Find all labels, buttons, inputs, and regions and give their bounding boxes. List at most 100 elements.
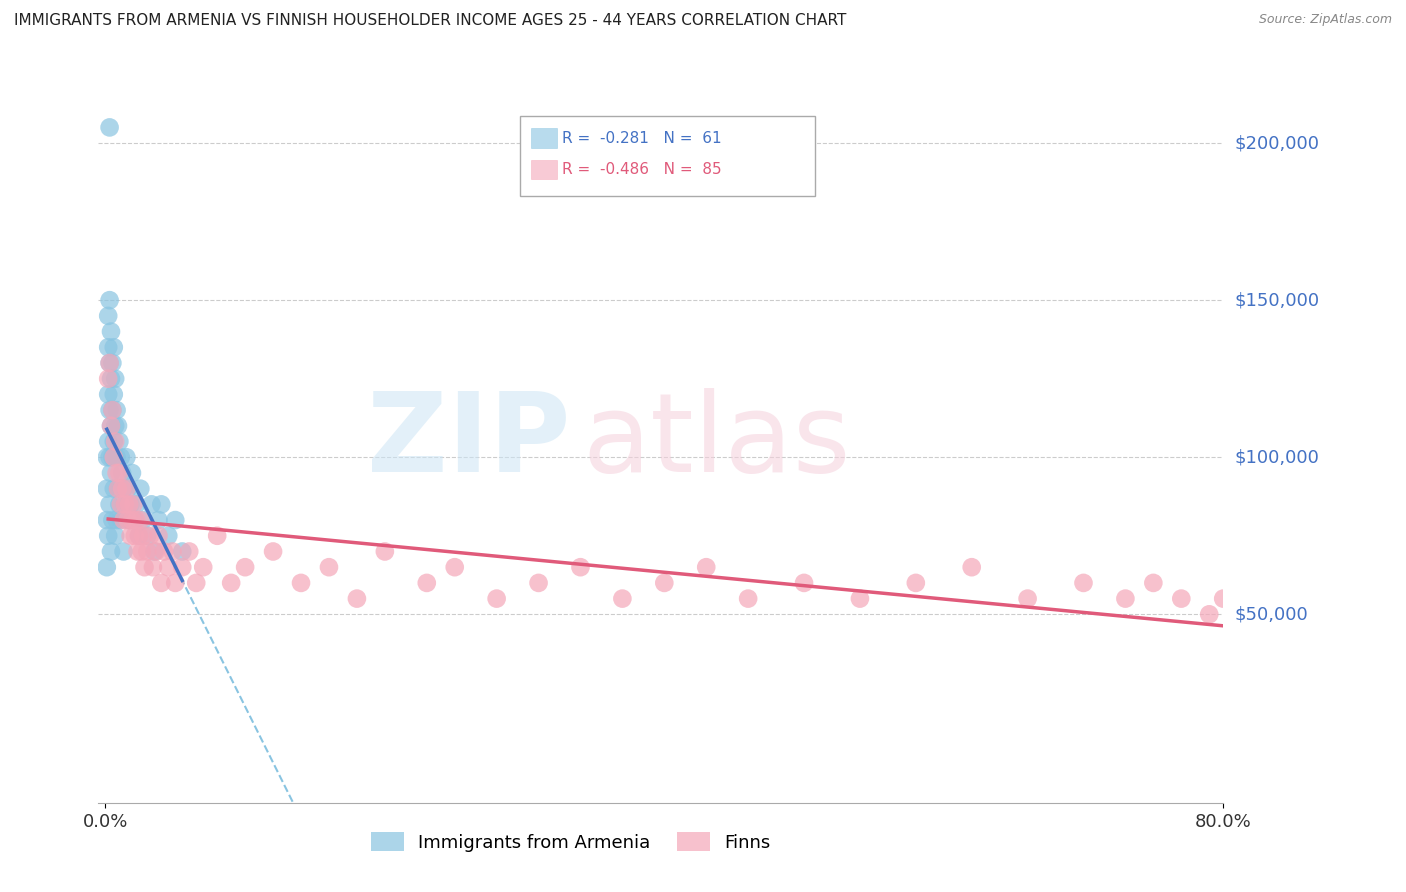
Point: [1198, 607, 1220, 622]
Point: [136, 529, 159, 543]
Point: [96, 560, 118, 574]
Point: [100, 325, 122, 339]
Point: [104, 434, 127, 449]
Point: [108, 434, 131, 449]
Point: [142, 560, 165, 574]
Point: [105, 513, 128, 527]
Point: [115, 482, 138, 496]
Point: [103, 434, 125, 449]
Point: [1296, 607, 1319, 622]
Point: [97, 434, 120, 449]
Point: [1240, 591, 1263, 606]
Point: [1365, 655, 1388, 669]
Point: [162, 544, 184, 558]
Point: [485, 591, 508, 606]
Point: [165, 575, 187, 590]
Point: [172, 544, 194, 558]
Point: [124, 529, 146, 543]
Point: [157, 560, 180, 574]
Point: [569, 560, 592, 574]
Point: [233, 560, 256, 574]
Text: $50,000: $50,000: [1234, 606, 1308, 624]
Point: [141, 497, 163, 511]
Point: [134, 560, 156, 574]
Point: [103, 340, 125, 354]
Point: [101, 356, 124, 370]
Point: [104, 418, 127, 433]
Point: [139, 529, 162, 543]
Point: [179, 544, 201, 558]
Point: [97, 387, 120, 401]
Point: [127, 544, 149, 558]
Point: [527, 575, 550, 590]
Point: [101, 513, 124, 527]
Point: [652, 575, 675, 590]
Point: [346, 591, 368, 606]
Point: [114, 497, 136, 511]
Point: [148, 513, 170, 527]
Point: [793, 575, 815, 590]
Point: [172, 560, 194, 574]
Point: [904, 575, 927, 590]
Point: [737, 591, 759, 606]
Point: [114, 497, 136, 511]
Text: R =  -0.486   N =  85: R = -0.486 N = 85: [562, 162, 723, 177]
Point: [115, 450, 138, 465]
Point: [122, 497, 145, 511]
Point: [97, 340, 120, 354]
Point: [148, 529, 170, 543]
Point: [98, 450, 121, 465]
Point: [1337, 623, 1360, 637]
Point: [105, 450, 128, 465]
Point: [1393, 655, 1406, 669]
Point: [1017, 591, 1039, 606]
Point: [97, 372, 120, 386]
Point: [98, 497, 121, 511]
Point: [131, 544, 153, 558]
Point: [100, 418, 122, 433]
Point: [101, 450, 124, 465]
Point: [118, 497, 141, 511]
Point: [97, 309, 120, 323]
Point: [120, 497, 142, 511]
Point: [1170, 591, 1192, 606]
Point: [132, 513, 155, 527]
Point: [129, 482, 152, 496]
Point: [96, 450, 118, 465]
Text: Source: ZipAtlas.com: Source: ZipAtlas.com: [1258, 13, 1392, 27]
Point: [1310, 623, 1333, 637]
Point: [120, 529, 142, 543]
Point: [262, 544, 284, 558]
Point: [125, 497, 148, 511]
Point: [98, 356, 121, 370]
Point: [132, 529, 155, 543]
Point: [107, 482, 129, 496]
Point: [101, 403, 124, 417]
Point: [111, 466, 134, 480]
Point: [105, 466, 128, 480]
Point: [153, 544, 176, 558]
Point: [205, 529, 228, 543]
Point: [103, 387, 125, 401]
Point: [112, 513, 135, 527]
Point: [1073, 575, 1095, 590]
Point: [1142, 575, 1164, 590]
Point: [1324, 639, 1347, 653]
Text: $150,000: $150,000: [1234, 291, 1319, 310]
Point: [117, 482, 139, 496]
Point: [193, 560, 215, 574]
Point: [100, 372, 122, 386]
Point: [107, 482, 129, 496]
Point: [98, 403, 121, 417]
Point: [105, 403, 128, 417]
Point: [112, 544, 135, 558]
Point: [150, 497, 173, 511]
Point: [150, 575, 173, 590]
Point: [107, 418, 129, 433]
Text: R =  -0.281   N =  61: R = -0.281 N = 61: [562, 131, 723, 145]
Point: [1379, 639, 1402, 653]
Point: [118, 513, 141, 527]
Point: [129, 513, 152, 527]
Point: [1268, 623, 1291, 637]
Point: [121, 466, 143, 480]
